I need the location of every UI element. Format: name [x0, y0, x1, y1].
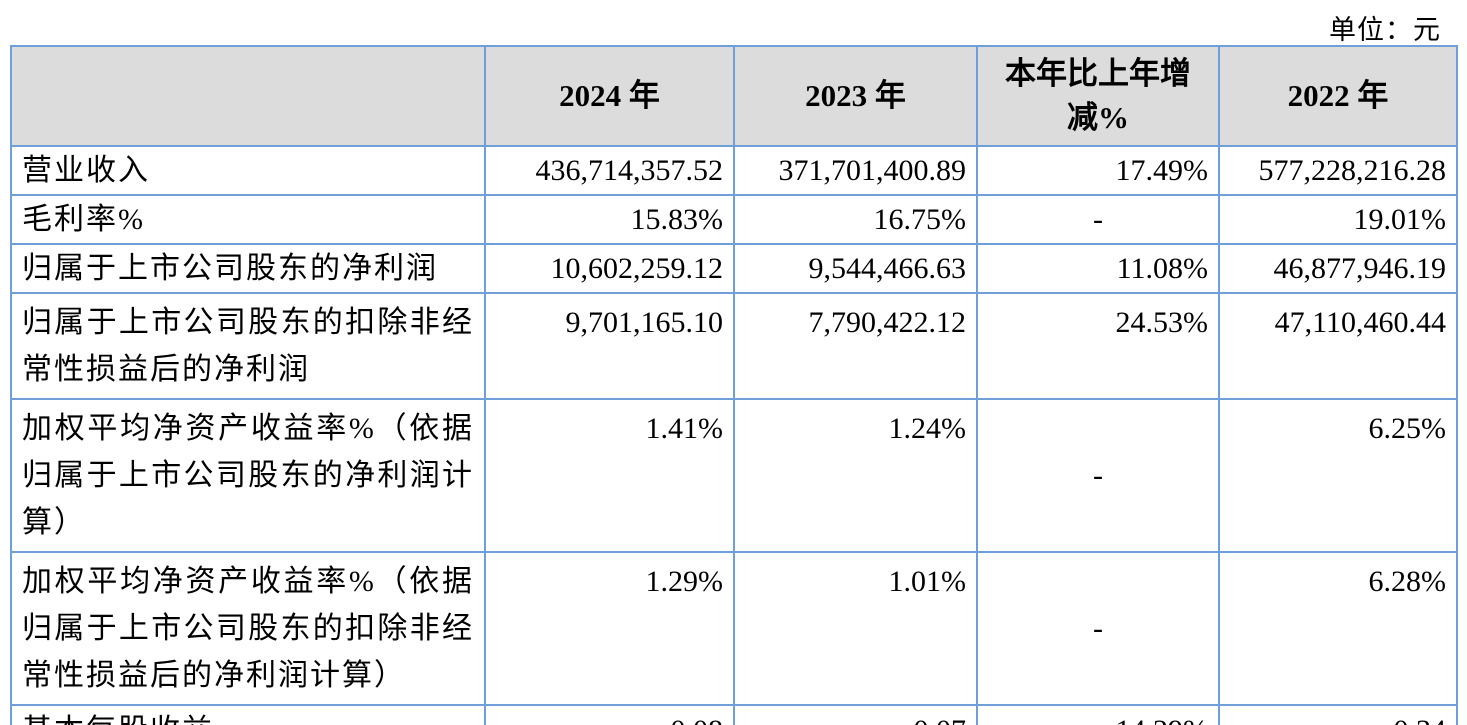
cell-2024: 436,714,357.52 [484, 145, 735, 196]
cell-change: 11.08% [976, 243, 1220, 294]
cell-2023: 7,790,422.12 [733, 292, 978, 400]
cell-2023: 0.07 [733, 704, 978, 725]
table-row-basic-eps: 基本每股收益 0.08 0.07 14.29% 0.34 [10, 704, 1458, 725]
cell-change: - [976, 398, 1220, 553]
table-row-net-profit: 归属于上市公司股东的净利润 10,602,259.12 9,544,466.63… [10, 243, 1458, 294]
cell-2022: 577,228,216.28 [1218, 145, 1458, 196]
cell-2024: 15.83% [484, 194, 735, 245]
table-row-weighted-roe: 加权平均净资产收益率%（依据归属于上市公司股东的净利润计算） 1.41% 1.2… [10, 398, 1458, 553]
cell-2022: 0.34 [1218, 704, 1458, 725]
row-label: 加权平均净资产收益率%（依据归属于上市公司股东的净利润计算） [10, 398, 486, 553]
header-metric [10, 45, 486, 147]
header-2022: 2022 年 [1218, 45, 1458, 147]
header-2024: 2024 年 [484, 45, 735, 147]
cell-change: - [976, 551, 1220, 706]
cell-2023: 1.01% [733, 551, 978, 706]
cell-change: 17.49% [976, 145, 1220, 196]
row-label: 加权平均净资产收益率%（依据归属于上市公司股东的扣除非经常性损益后的净利润计算） [10, 551, 486, 706]
row-label: 毛利率% [10, 194, 486, 245]
cell-2024: 0.08 [484, 704, 735, 725]
row-label: 归属于上市公司股东的扣除非经常性损益后的净利润 [10, 292, 486, 400]
cell-2022: 19.01% [1218, 194, 1458, 245]
table-row-gross-margin: 毛利率% 15.83% 16.75% - 19.01% [10, 194, 1458, 245]
cell-2022: 6.28% [1218, 551, 1458, 706]
header-2023: 2023 年 [733, 45, 978, 147]
table-header-row: 2024 年 2023 年 本年比上年增 减% 2022 年 [10, 45, 1458, 147]
cell-2022: 6.25% [1218, 398, 1458, 553]
financial-summary-table: 2024 年 2023 年 本年比上年增 减% 2022 年 营业收入 436,… [10, 45, 1458, 725]
row-label: 基本每股收益 [10, 704, 486, 725]
cell-2024: 1.41% [484, 398, 735, 553]
cell-change: 14.29% [976, 704, 1220, 725]
cell-2023: 16.75% [733, 194, 978, 245]
row-label: 营业收入 [10, 145, 486, 196]
cell-2022: 46,877,946.19 [1218, 243, 1458, 294]
cell-2024: 9,701,165.10 [484, 292, 735, 400]
table-row-weighted-roe-deducted: 加权平均净资产收益率%（依据归属于上市公司股东的扣除非经常性损益后的净利润计算）… [10, 551, 1458, 706]
cell-2024: 10,602,259.12 [484, 243, 735, 294]
row-label: 归属于上市公司股东的净利润 [10, 243, 486, 294]
table-row-net-profit-deducted: 归属于上市公司股东的扣除非经常性损益后的净利润 9,701,165.10 7,7… [10, 292, 1458, 400]
cell-2023: 1.24% [733, 398, 978, 553]
cell-2023: 9,544,466.63 [733, 243, 978, 294]
cell-2022: 47,110,460.44 [1218, 292, 1458, 400]
cell-change: - [976, 194, 1220, 245]
cell-2024: 1.29% [484, 551, 735, 706]
cell-2023: 371,701,400.89 [733, 145, 978, 196]
table-row-revenue: 营业收入 436,714,357.52 371,701,400.89 17.49… [10, 145, 1458, 196]
cell-change: 24.53% [976, 292, 1220, 400]
unit-label: 单位：元 [1329, 15, 1441, 45]
header-yoy-change: 本年比上年增 减% [976, 45, 1220, 147]
